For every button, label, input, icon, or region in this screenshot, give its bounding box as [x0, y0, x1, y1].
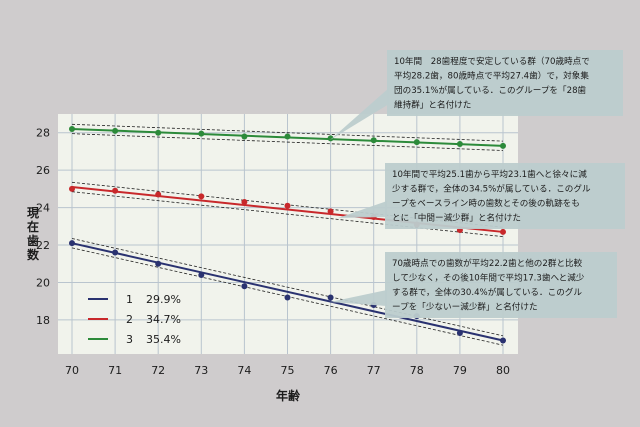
y-tick-label: 26: [36, 164, 50, 177]
data-point: [456, 330, 463, 337]
data-point: [198, 271, 205, 278]
annotation-background: [385, 252, 617, 318]
annotation-text: 10年間で平均25.1歯から平均23.1歯へと徐々に減: [392, 168, 587, 180]
data-point: [327, 135, 334, 142]
annotation-box: 10年間 28歯程度で安定している群（70歳時点で平均28.2歯，80歳時点で平…: [330, 50, 623, 140]
data-point: [112, 187, 119, 194]
annotation-text: ープをベースライン時の歯数とその後の軌跡をも: [392, 197, 580, 209]
confidence-band-line: [71, 238, 504, 337]
data-point: [327, 294, 334, 301]
data-point: [112, 127, 119, 134]
annotation-layer: 10年間 28歯程度で安定している群（70歳時点で平均28.2歯，80歳時点で平…: [330, 50, 625, 318]
data-point: [284, 133, 291, 140]
annotation-text: 少する群で，全体の34.5%が属している．このグル: [392, 183, 591, 195]
confidence-band-line: [71, 191, 504, 238]
data-point: [112, 249, 119, 256]
series-3: [69, 123, 506, 151]
annotation-text: とに「中間ー減少群」と名付けた: [392, 212, 521, 224]
x-tick-label: 80: [496, 364, 510, 377]
x-tick-labels: 70 71 72 73 74 75 76 77 78 79 80: [65, 364, 510, 377]
annotation-box: 70歳時点での歯数が平均22.2歯と他の2群と比較して少なく，その後10年間で平…: [330, 252, 617, 318]
annotation-background: [387, 50, 623, 116]
data-point: [284, 202, 291, 209]
annotation-pointer: [338, 201, 387, 218]
x-tick-label: 79: [453, 364, 467, 377]
data-point: [69, 185, 75, 192]
data-point: [198, 193, 205, 200]
data-point: [456, 140, 463, 147]
series-1: [69, 238, 506, 346]
data-point: [241, 283, 248, 290]
y-axis-title: 現在歯数: [27, 206, 40, 262]
data-point: [241, 133, 248, 140]
annotation-pointer: [330, 88, 389, 140]
x-tick-label: 73: [194, 364, 208, 377]
annotation-text: して少なく，その後10年間で平均17.3歯へと減少: [392, 272, 585, 284]
y-tick-label: 28: [36, 127, 50, 140]
x-tick-label: 78: [410, 364, 424, 377]
annotation-text: 平均28.2歯，80歳時点で平均27.4歯）で，対象集: [394, 70, 589, 82]
annotation-box: 10年間で平均25.1歯から平均23.1歯へと徐々に減少する群で，全体の34.5…: [338, 163, 625, 229]
data-point: [69, 240, 75, 247]
confidence-band-line: [71, 133, 504, 151]
series-layer: [69, 123, 506, 346]
legend-label: 1: [126, 293, 133, 306]
legend-share: 35.4%: [146, 333, 181, 346]
x-tick-label: 76: [324, 364, 338, 377]
annotation-text: する群で，全体の30.4%が属している．このグル: [392, 286, 582, 298]
annotation-background: [385, 163, 625, 229]
x-tick-label: 72: [151, 364, 165, 377]
x-tick-label: 74: [237, 364, 251, 377]
annotation-text: 10年間 28歯程度で安定している群（70歳時点で: [394, 55, 590, 67]
y-tick-label: 18: [36, 314, 50, 327]
annotation-text: ープを「少ないー減少群」と名付けた: [392, 301, 538, 313]
x-tick-label: 70: [65, 364, 79, 377]
legend-share: 34.7%: [146, 313, 181, 326]
data-point: [327, 208, 334, 215]
x-tick-label: 77: [367, 364, 381, 377]
data-point: [241, 198, 248, 205]
data-point: [500, 142, 506, 149]
legend-label: 3: [126, 333, 133, 346]
data-point: [370, 137, 377, 144]
y-tick-label: 20: [36, 276, 50, 289]
annotation-pointer: [330, 290, 387, 306]
confidence-band-line: [71, 123, 504, 142]
data-point: [155, 260, 162, 267]
legend-share: 29.9%: [146, 293, 181, 306]
annotation-text: 70歳時点での歯数が平均22.2歯と他の2群と比較: [392, 257, 583, 269]
x-axis-title: 年齢: [276, 388, 301, 403]
data-point: [500, 228, 506, 235]
annotation-text: 団の35.1%が属している．このグループを「28歯: [394, 84, 587, 96]
x-tick-label: 71: [108, 364, 122, 377]
data-point: [413, 139, 420, 146]
grid-lines: [58, 114, 518, 354]
y-tick-label: 24: [36, 202, 50, 215]
annotation-text: 維持群」と名付けた: [394, 99, 471, 111]
data-point: [155, 191, 162, 198]
data-point: [284, 294, 291, 301]
data-point: [155, 129, 162, 136]
y-tick-label: 22: [36, 239, 50, 252]
data-point: [69, 125, 75, 132]
data-point: [500, 337, 506, 344]
data-point: [198, 130, 205, 137]
legend-label: 2: [126, 313, 133, 326]
trend-line: [71, 242, 504, 342]
x-tick-label: 75: [281, 364, 295, 377]
legend: 1 29.9% 2 34.7% 3 35.4%: [88, 293, 181, 346]
y-tick-labels: 18 20 22 24 26 28: [36, 127, 50, 327]
